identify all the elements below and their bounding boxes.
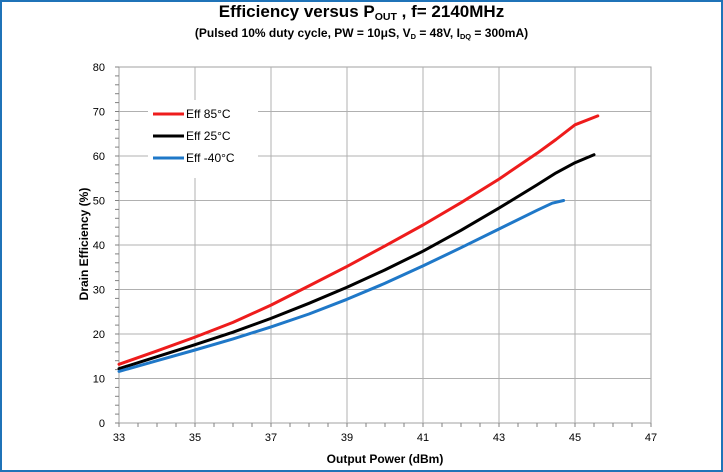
subtitle-vd-subscript: D	[410, 32, 416, 42]
y-tick-label: 10	[93, 374, 105, 386]
x-tick-label: 35	[189, 432, 201, 444]
y-tick-label: 70	[93, 107, 105, 119]
y-tick-label: 40	[93, 240, 105, 252]
x-tick-label: 41	[417, 432, 429, 444]
chart-subtitle: (Pulsed 10% duty cycle, PW = 10μS, VD = …	[0, 26, 723, 41]
title-rest: , f= 2140MHz	[396, 2, 505, 21]
x-tick-label: 33	[113, 432, 125, 444]
x-tick-label: 47	[645, 432, 657, 444]
legend: Eff 85°C Eff 25°C Eff -40°C	[148, 100, 258, 178]
legend-entry-label: Eff 85°C	[186, 107, 231, 121]
subtitle-idq-subscript: DQ	[459, 32, 472, 42]
y-tick-label: 20	[93, 329, 105, 341]
series-line	[117, 114, 600, 366]
y-tick-label: 0	[99, 418, 105, 430]
y-tick-label: 50	[93, 196, 105, 208]
x-tick-label: 43	[493, 432, 505, 444]
x-tick-label: 45	[569, 432, 581, 444]
subtitle-part-a: (Pulsed 10% duty cycle, PW = 10μS, V	[194, 26, 411, 40]
legend-entry-label: Eff -40°C	[186, 151, 235, 165]
subtitle-part-b: = 48V, I	[416, 26, 460, 40]
axes: 33 35 37 39 41 43 45 47 0 10 20 30 40 50 60 70 80	[93, 62, 657, 444]
y-tick-label: 80	[93, 62, 105, 74]
title-subscript: OUT	[374, 11, 397, 24]
title-main: Efficiency versus P	[218, 2, 375, 21]
y-tick-label: 60	[93, 151, 105, 163]
chart-title: Efficiency versus POUT , f= 2140MHz	[0, 2, 723, 23]
legend-entry-label: Eff 25°C	[186, 129, 231, 143]
x-tick-label: 39	[341, 432, 353, 444]
x-tick-label: 37	[265, 432, 277, 444]
y-tick-label: 30	[93, 285, 105, 297]
subtitle-part-c: = 300mA)	[471, 26, 529, 40]
series-line	[117, 153, 596, 371]
x-axis-title: Output Power (dBm)	[327, 452, 444, 466]
y-axis-title: Drain Efficiency (%)	[77, 188, 91, 301]
series-lines	[117, 114, 600, 373]
series-line	[117, 199, 566, 373]
